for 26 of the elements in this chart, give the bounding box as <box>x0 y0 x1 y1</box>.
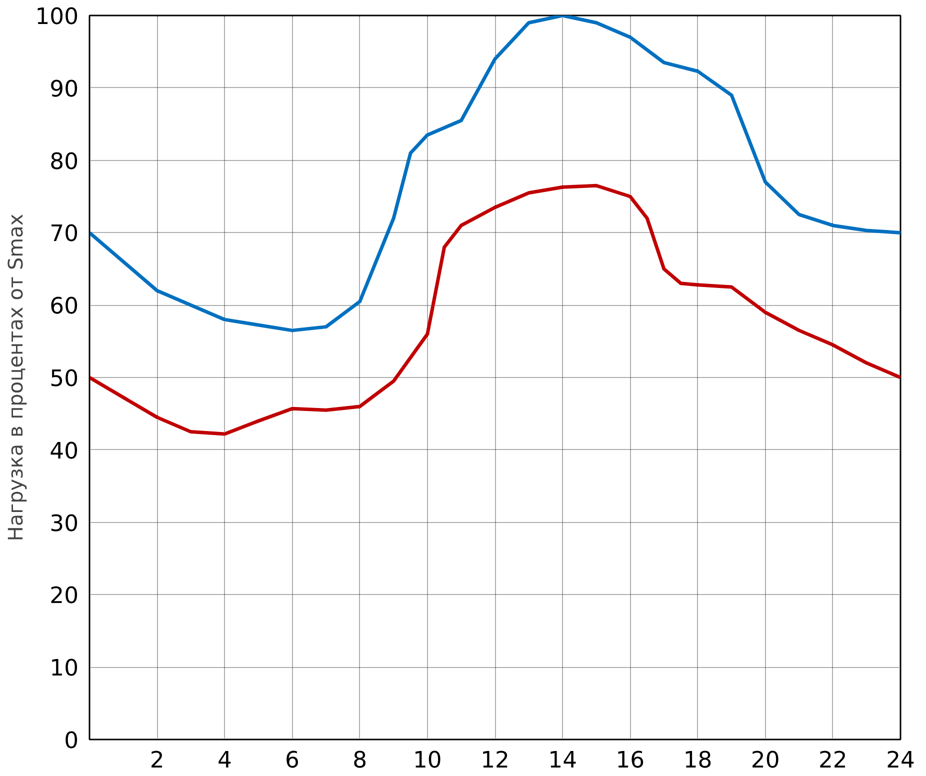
y-tick-label: 90 <box>50 76 79 102</box>
x-tick-label: 10 <box>413 748 442 774</box>
y-tick-label: 100 <box>35 4 79 30</box>
x-tick-label: 14 <box>548 748 578 774</box>
y-tick-label: 10 <box>50 656 79 682</box>
x-tick-label: 22 <box>818 748 848 774</box>
x-tick-label: 2 <box>150 748 164 774</box>
y-tick-label: 70 <box>50 221 79 248</box>
x-tick-label: 20 <box>750 748 780 774</box>
y-tick-label: 20 <box>50 583 79 610</box>
x-tick-label: 8 <box>352 748 368 774</box>
y-tick-label: 60 <box>50 294 79 320</box>
line-series <box>90 184 900 436</box>
x-tick-label: 24 <box>886 748 915 774</box>
line-series <box>90 16 900 332</box>
y-tick-label: 0 <box>64 728 79 754</box>
x-tick-label: 18 <box>683 748 712 774</box>
y-tick-label: 80 <box>50 148 79 175</box>
y-axis-title: Нагрузка в процентах от Smax <box>3 214 28 542</box>
y-tick-label: 30 <box>50 510 79 537</box>
x-tick-label: 12 <box>480 748 510 774</box>
x-tick-label: 4 <box>217 748 232 774</box>
y-tick-label: 40 <box>50 438 79 464</box>
x-tick-label: 16 <box>616 748 645 774</box>
y-tick-label: 50 <box>50 366 79 392</box>
x-tick-label: 6 <box>285 748 300 774</box>
